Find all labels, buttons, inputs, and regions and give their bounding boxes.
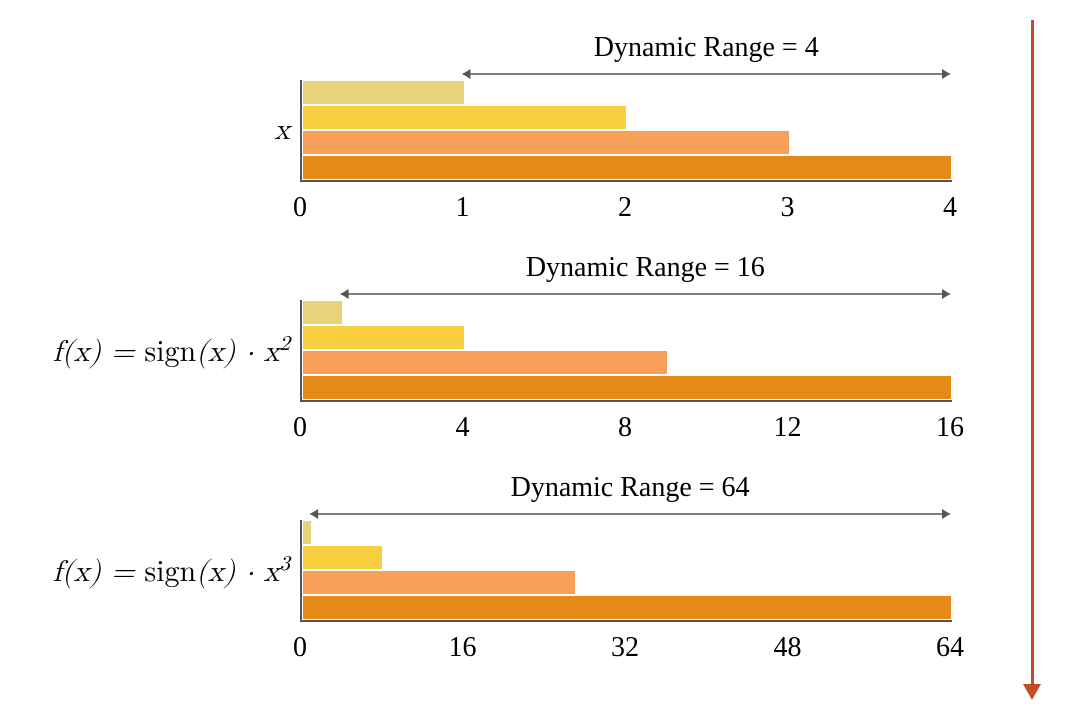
panel-label: x — [0, 112, 290, 148]
tick-label: 0 — [293, 412, 307, 444]
tick-label: 64 — [936, 632, 964, 664]
tick-label: 2 — [618, 192, 632, 224]
bar — [302, 570, 576, 595]
bar — [302, 545, 383, 570]
tick-label: 3 — [781, 192, 795, 224]
panel-label: f(x) = sign(x) · x3 — [0, 552, 290, 590]
tick-label: 32 — [611, 632, 639, 664]
bar — [302, 105, 627, 130]
tick-label: 4 — [456, 412, 470, 444]
dynamic-range-arrow-icon — [300, 504, 950, 524]
dynamic-range-label: Dynamic Range = 16 — [526, 252, 765, 284]
bar — [302, 350, 668, 375]
figure: x01234Dynamic Range = 4 f(x) = sign(x) ·… — [0, 0, 1080, 715]
panel-x: x01234Dynamic Range = 4 — [0, 80, 1080, 260]
plot-box — [300, 80, 952, 182]
dynamic-range-arrow-icon — [300, 64, 950, 84]
tick-label: 0 — [293, 192, 307, 224]
bar — [302, 325, 465, 350]
plot-box — [300, 300, 952, 402]
panel-x2: f(x) = sign(x) · x20481216Dynamic Range … — [0, 300, 1080, 480]
plot-box — [300, 520, 952, 622]
tick-label: 16 — [936, 412, 964, 444]
bar — [302, 595, 952, 620]
bar — [302, 130, 790, 155]
side-arrow — [1002, 20, 1062, 700]
bar — [302, 155, 952, 180]
tick-label: 4 — [943, 192, 957, 224]
dynamic-range-label: Dynamic Range = 4 — [594, 32, 819, 64]
bar — [302, 375, 952, 400]
panel-x3: f(x) = sign(x) · x3016324864Dynamic Rang… — [0, 520, 1080, 700]
side-arrow-line — [1031, 20, 1034, 692]
tick-label: 12 — [774, 412, 802, 444]
tick-label: 48 — [774, 632, 802, 664]
tick-label: 16 — [449, 632, 477, 664]
panel-label: f(x) = sign(x) · x2 — [0, 332, 290, 370]
tick-label: 0 — [293, 632, 307, 664]
side-arrow-head-icon — [1023, 684, 1041, 700]
dynamic-range-arrow-icon — [300, 284, 950, 304]
tick-label: 8 — [618, 412, 632, 444]
tick-label: 1 — [456, 192, 470, 224]
dynamic-range-label: Dynamic Range = 64 — [511, 472, 750, 504]
